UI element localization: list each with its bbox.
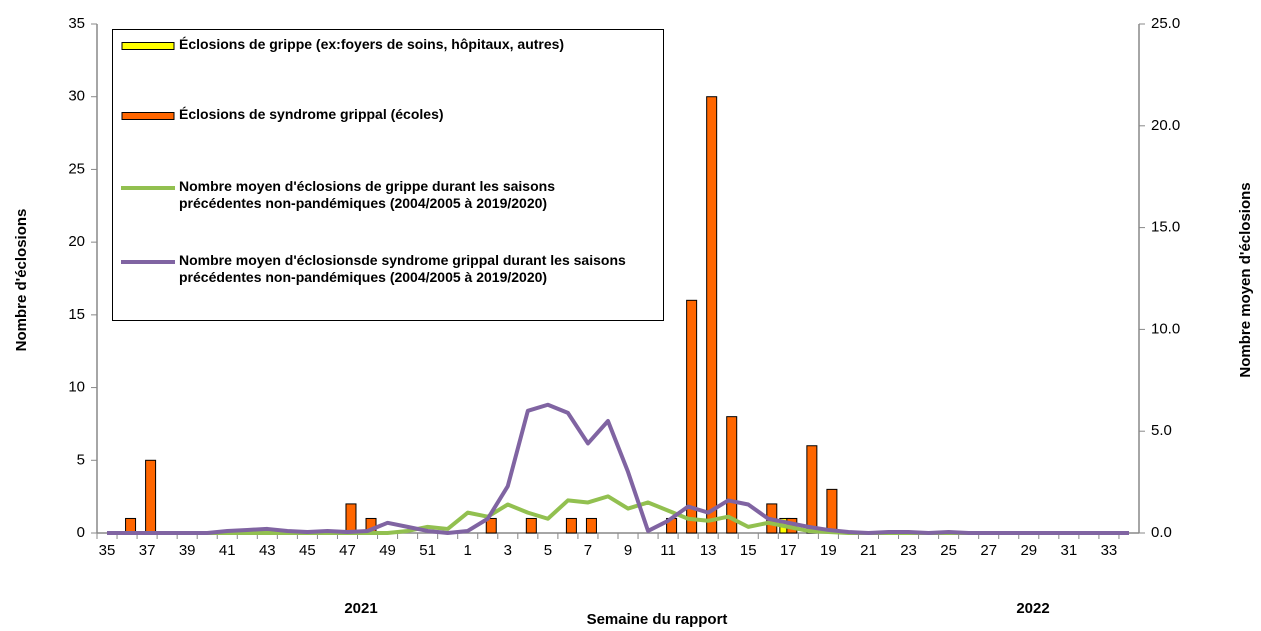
- legend-entry: Éclosions de grippe (ex:foyers de soins,…: [121, 36, 641, 53]
- legend-entry: Nombre moyen d'éclosionsde syndrome grip…: [121, 252, 641, 286]
- bar: [726, 416, 738, 534]
- legend-swatch-rect: [121, 112, 175, 120]
- y2-tick-label: 10.0: [1151, 320, 1180, 337]
- y2-tick-label: 25.0: [1151, 15, 1180, 32]
- y-tick-label: 20: [68, 233, 85, 250]
- legend-swatch: [121, 260, 175, 264]
- y-axis-title: Nombre d'éclosions: [13, 209, 30, 352]
- y2-axis-title: Nombre moyen d'éclosions: [1237, 182, 1254, 377]
- legend: Éclosions de grippe (ex:foyers de soins,…: [112, 29, 664, 321]
- x-tick-label: 39: [179, 542, 196, 559]
- bar: [485, 517, 497, 534]
- x-tick-label: 3: [504, 542, 512, 559]
- legend-swatch: [121, 186, 175, 190]
- x-axis-title: Semaine du rapport: [587, 611, 728, 628]
- y-tick-label: 15: [68, 306, 85, 323]
- x-tick-label: 11: [660, 542, 676, 559]
- bar: [565, 517, 577, 534]
- legend-entry: Éclosions de syndrome grippal (écoles): [121, 106, 641, 123]
- y2-tick-label: 15.0: [1151, 219, 1180, 236]
- x-tick-label: 41: [219, 542, 236, 559]
- x-tick-label: 51: [419, 542, 436, 559]
- y2-tick-label: 20.0: [1151, 117, 1180, 134]
- bar: [706, 96, 718, 534]
- x-tick-label: 25: [940, 542, 957, 559]
- bar: [686, 299, 698, 534]
- x-tick-label: 33: [1101, 542, 1118, 559]
- legend-label: Éclosions de syndrome grippal (écoles): [179, 106, 444, 122]
- x-tick-label: 13: [700, 542, 717, 559]
- x-tick-label: 19: [820, 542, 837, 559]
- x-tick-label: 17: [780, 542, 797, 559]
- year-label: 2021: [344, 600, 377, 617]
- x-tick-label: 23: [900, 542, 917, 559]
- x-tick-label: 1: [464, 542, 472, 559]
- bar: [585, 517, 597, 534]
- legend-swatch-rect: [121, 42, 175, 50]
- x-tick-label: 7: [584, 542, 592, 559]
- x-tick-label: 21: [860, 542, 877, 559]
- line-series: [107, 402, 1129, 535]
- legend-entry: Nombre moyen d'éclosions de grippe duran…: [121, 178, 641, 212]
- x-tick-label: 47: [339, 542, 356, 559]
- y-tick-label: 0: [77, 524, 85, 541]
- x-tick-label: 43: [259, 542, 276, 559]
- legend-swatch: [121, 112, 175, 120]
- y-tick-label: 35: [68, 15, 85, 32]
- legend-label: Éclosions de grippe (ex:foyers de soins,…: [179, 36, 565, 52]
- bar: [345, 503, 357, 534]
- x-tick-label: 31: [1061, 542, 1078, 559]
- x-tick-label: 45: [299, 542, 316, 559]
- y2-tick-label: 5.0: [1151, 422, 1172, 439]
- legend-swatch: [121, 42, 175, 50]
- x-tick-label: 27: [980, 542, 997, 559]
- bar: [806, 445, 818, 534]
- y-tick-label: 25: [68, 160, 85, 177]
- x-tick-label: 37: [139, 542, 156, 559]
- x-tick-label: 5: [544, 542, 552, 559]
- x-tick-label: 9: [624, 542, 632, 559]
- year-label: 2022: [1016, 600, 1049, 617]
- legend-label: Nombre moyen d'éclosionsde syndrome grip…: [179, 252, 626, 285]
- y2-tick-label: 0.0: [1151, 524, 1172, 541]
- bar: [145, 459, 157, 534]
- y-tick-label: 5: [77, 451, 85, 468]
- y-tick-label: 30: [68, 88, 85, 105]
- x-tick-label: 15: [740, 542, 757, 559]
- x-tick-label: 29: [1020, 542, 1037, 559]
- x-tick-label: 49: [379, 542, 396, 559]
- bar: [525, 517, 537, 534]
- x-tick-label: 35: [99, 542, 116, 559]
- bar: [826, 488, 838, 534]
- legend-label: Nombre moyen d'éclosions de grippe duran…: [179, 178, 555, 211]
- bar: [125, 517, 137, 534]
- y-tick-label: 10: [68, 379, 85, 396]
